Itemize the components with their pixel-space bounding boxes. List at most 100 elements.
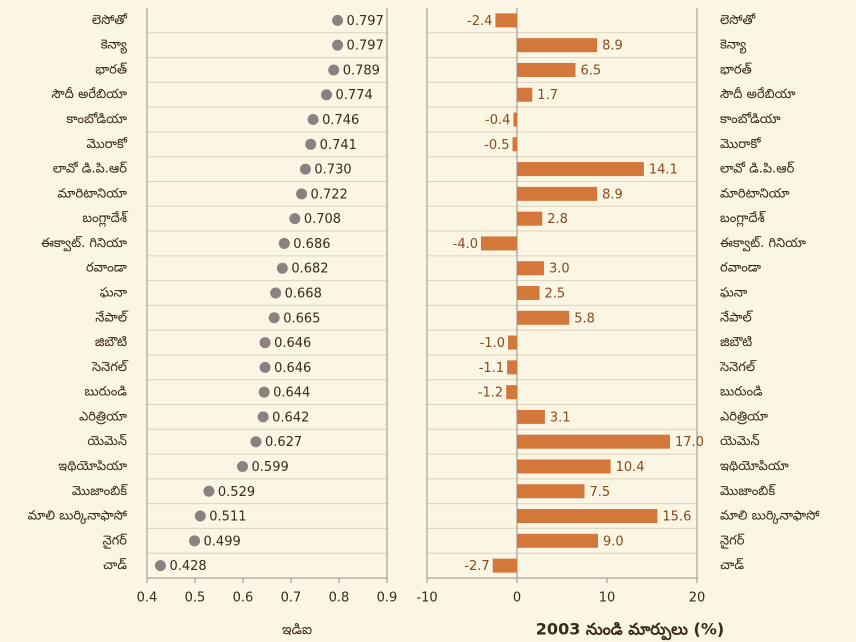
category-label: నైగర్: [720, 533, 745, 549]
x-axis-title: 2003 నుండి మార్పులు (%): [536, 620, 724, 641]
dot: [189, 535, 201, 547]
category-label: కెన్యా: [720, 38, 746, 55]
category-label: యెమెన్: [720, 434, 760, 449]
category-label: మారిటానియా: [720, 186, 790, 201]
dot: [258, 386, 270, 398]
category-label: కాంబోడియా: [720, 112, 781, 127]
category-label: ఇథియోపియా: [720, 459, 789, 474]
x-tick-label: -10: [416, 591, 437, 606]
value-label: 7.5: [590, 485, 611, 500]
value-label: 1.7: [537, 88, 558, 103]
value-label: 2.8: [547, 212, 568, 227]
value-label: 2.5: [545, 287, 566, 302]
category-label: రవాండా: [720, 261, 762, 276]
category-label: సెనెగల్: [91, 360, 129, 375]
category-label: ఈక్వాట్. గినియా: [720, 236, 806, 252]
category-label: బంగ్లాదేశ్: [82, 211, 128, 227]
bar: [517, 211, 543, 226]
value-label: 15.6: [662, 510, 691, 525]
bar: [517, 286, 540, 300]
x-tick-label: 0.6: [233, 591, 254, 606]
category-label: కాంబోడియా: [66, 112, 127, 127]
value-label: 0.642: [272, 410, 309, 425]
category-label: ఎరిత్రియా: [79, 409, 127, 424]
value-label: 0.797: [347, 14, 384, 29]
x-tick-label: 20: [689, 591, 706, 606]
value-label: 0.428: [169, 559, 206, 574]
category-label: మారిటానియా: [58, 186, 128, 201]
category-label: నేపాల్: [720, 310, 754, 325]
bar: [517, 484, 585, 499]
dot: [259, 361, 271, 373]
dot: [270, 287, 282, 299]
value-label: -0.4: [485, 113, 510, 128]
x-axis-title: ఇడిఐ: [282, 622, 312, 638]
dot: [250, 436, 262, 448]
bar: [506, 385, 517, 400]
dot: [257, 411, 269, 423]
value-label: 0.529: [218, 485, 255, 500]
value-label: 10.4: [616, 460, 645, 475]
dot: [268, 312, 280, 324]
bar: [517, 459, 611, 474]
category-label: మొరాకో: [86, 136, 128, 152]
value-label: 14.1: [649, 163, 678, 178]
value-label: 0.646: [274, 361, 311, 376]
category-label: భారత్: [95, 62, 128, 77]
bar: [492, 558, 517, 573]
category-label: మొరాకో: [720, 136, 762, 152]
category-label: సెనెగల్: [719, 360, 757, 375]
dot: [296, 188, 308, 200]
x-tick-label: 0.4: [137, 591, 158, 606]
category-label: నైగర్: [103, 533, 128, 549]
category-label: ఎరిత్రియా: [720, 409, 768, 424]
value-label: 0.499: [204, 534, 241, 549]
value-label: 0.708: [304, 212, 341, 227]
category-label: ఘనా: [100, 286, 128, 301]
value-label: 17.0: [675, 435, 704, 450]
bar: [507, 360, 517, 375]
value-label: 0.665: [283, 311, 320, 326]
bar: [517, 310, 570, 325]
bar: [517, 186, 598, 201]
category-label: సౌదీ అరేబియా: [51, 87, 127, 102]
value-label: 3.1: [550, 410, 571, 425]
dot: [259, 337, 271, 349]
bar: [517, 87, 533, 102]
x-tick-label: 0.9: [377, 591, 398, 606]
value-label: 0.668: [285, 287, 322, 302]
x-tick-label: 0.5: [185, 591, 206, 606]
value-label: 8.9: [602, 39, 623, 54]
value-label: 0.789: [343, 63, 380, 78]
category-label: ఈక్వాట్. గినియా: [41, 236, 127, 252]
value-label: 0.599: [252, 460, 289, 475]
dot: [305, 138, 317, 150]
bar: [512, 137, 517, 152]
dot: [321, 89, 333, 101]
category-label: భారత్: [720, 62, 753, 77]
value-label: 0.511: [209, 510, 246, 525]
category-label: మాలి బుర్కినాఫాసో: [720, 509, 820, 525]
category-label: చాడ్: [720, 558, 744, 573]
bar: [517, 409, 545, 424]
dot: [299, 163, 311, 175]
value-label: 0.797: [347, 39, 384, 54]
bar: [517, 62, 576, 77]
value-label: -4.0: [453, 237, 478, 252]
value-label: -1.2: [478, 386, 503, 401]
category-label: లావో డి.పి.ఆర్: [720, 162, 795, 177]
dot: [237, 460, 249, 472]
category-label: రవాండా: [86, 261, 128, 276]
value-label: 0.741: [320, 138, 357, 153]
category-label: సౌదీ అరేబియా: [720, 87, 796, 102]
value-label: -1.0: [480, 336, 505, 351]
value-label: 0.774: [336, 88, 373, 103]
value-label: 6.5: [581, 63, 602, 78]
bar: [517, 533, 598, 548]
dot: [307, 114, 319, 126]
bar: [517, 38, 598, 53]
bar: [517, 509, 658, 524]
value-label: 0.644: [273, 386, 310, 401]
category-label: ఇథియోపియా: [58, 459, 127, 474]
